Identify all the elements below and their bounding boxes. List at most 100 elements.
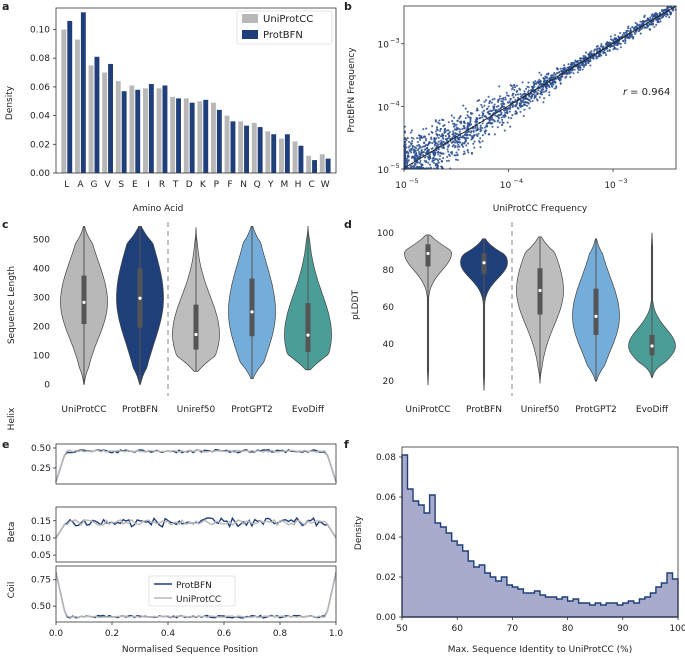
violin-xtick-label: Uniref50 bbox=[177, 405, 216, 415]
scatter-point bbox=[570, 71, 573, 74]
scatter-point bbox=[547, 84, 550, 87]
scatter-point bbox=[631, 25, 634, 28]
scatter-point bbox=[528, 107, 531, 110]
scatter-point bbox=[458, 138, 461, 141]
scatter-point bbox=[504, 98, 507, 101]
scatter-point bbox=[447, 150, 450, 153]
scatter-point bbox=[473, 146, 476, 149]
violin-xtick-label: ProtBFN bbox=[466, 405, 502, 415]
scatter-point bbox=[466, 137, 469, 140]
scatter-point bbox=[420, 165, 423, 168]
violin-iqr-box bbox=[593, 288, 599, 335]
scatter-point bbox=[500, 102, 503, 106]
scatter-point bbox=[418, 151, 421, 154]
bar-protbfn bbox=[257, 127, 263, 173]
scatter-point bbox=[551, 85, 554, 88]
scatter-point bbox=[421, 136, 424, 139]
violin-xtick-label: EvoDiff bbox=[636, 405, 669, 415]
panel-a-frame bbox=[55, 7, 337, 174]
e-line-uniprotcc bbox=[55, 518, 337, 539]
beta-ylabel: Beta bbox=[7, 522, 17, 543]
b-ytick-exponent: −4 bbox=[390, 99, 400, 107]
scatter-point bbox=[498, 121, 501, 124]
scatter-point bbox=[509, 97, 512, 100]
scatter-point bbox=[527, 81, 530, 84]
a-ytick-label: 0.10 bbox=[30, 26, 50, 36]
scatter-point bbox=[616, 43, 619, 46]
scatter-point bbox=[432, 161, 435, 164]
scatter-point bbox=[418, 161, 421, 164]
scatter-point bbox=[625, 31, 628, 34]
scatter-point bbox=[538, 78, 541, 81]
scatter-point bbox=[435, 128, 438, 131]
scatter-point bbox=[589, 58, 592, 61]
scatter-point bbox=[606, 40, 609, 44]
a-xtick-label: G bbox=[91, 180, 98, 190]
scatter-point bbox=[446, 155, 449, 158]
scatter-point bbox=[622, 31, 625, 35]
a-xtick-label: T bbox=[172, 180, 179, 190]
bar-protbfn bbox=[121, 91, 127, 173]
scatter-point bbox=[422, 136, 425, 139]
scatter-point bbox=[446, 132, 449, 135]
scatter-point bbox=[416, 141, 419, 144]
violin-xtick-label: EvoDiff bbox=[292, 405, 325, 415]
scatter-point bbox=[669, 11, 673, 14]
scatter-point bbox=[627, 29, 630, 32]
c-violins-ytick-label: 300 bbox=[33, 293, 50, 303]
scatter-point bbox=[454, 138, 457, 141]
bar-uniprotcc bbox=[129, 85, 135, 173]
f-xtick-label: 60 bbox=[451, 624, 463, 634]
scatter-point bbox=[476, 107, 479, 110]
scatter-point bbox=[416, 156, 420, 160]
scatter-point bbox=[485, 108, 489, 111]
b-xtick-exponent: −5 bbox=[409, 177, 419, 185]
scatter-point bbox=[542, 90, 545, 94]
scatter-point bbox=[521, 81, 524, 84]
scatter-point bbox=[497, 114, 500, 117]
scatter-point bbox=[481, 140, 484, 143]
scatter-point bbox=[423, 159, 426, 162]
scatter-point bbox=[507, 116, 510, 119]
scatter-point bbox=[596, 44, 599, 48]
a-xtick-label: E bbox=[132, 180, 138, 190]
legend-swatch-protbfn bbox=[242, 30, 258, 39]
panel-f-label: f bbox=[344, 438, 349, 451]
scatter-point bbox=[474, 118, 477, 121]
f-xtick-label: 70 bbox=[507, 624, 519, 634]
a-ytick-label: 0.04 bbox=[30, 112, 50, 122]
scatter-point bbox=[430, 136, 433, 139]
scatter-point bbox=[659, 20, 662, 23]
scatter-point bbox=[554, 77, 558, 80]
d-violins-ytick-label: 60 bbox=[383, 303, 395, 313]
panel-b: b 10 −510 −510 −410 −410 −310 −3 UniProtCC Fre… bbox=[344, 0, 677, 214]
scatter-point bbox=[453, 154, 456, 157]
scatter-point bbox=[464, 117, 467, 120]
scatter-point bbox=[452, 144, 455, 147]
scatter-point bbox=[616, 48, 619, 51]
scatter-point bbox=[416, 137, 419, 140]
scatter-point bbox=[452, 130, 455, 133]
scatter-point bbox=[454, 132, 458, 135]
scatter-point bbox=[513, 88, 516, 91]
scatter-point bbox=[542, 101, 545, 104]
scatter-point bbox=[523, 104, 527, 107]
scatter-point bbox=[410, 142, 413, 145]
scatter-point bbox=[482, 109, 486, 112]
scatter-point bbox=[483, 100, 486, 103]
scatter-point bbox=[632, 27, 635, 30]
bar-protbfn bbox=[148, 84, 154, 173]
scatter-point bbox=[494, 114, 497, 117]
scatter-point bbox=[408, 140, 411, 143]
scatter-point bbox=[606, 49, 609, 52]
e-subplot-frame bbox=[55, 506, 337, 563]
scatter-point bbox=[639, 32, 642, 35]
scatter-point bbox=[552, 73, 555, 77]
scatter-point bbox=[461, 141, 464, 145]
scatter-point bbox=[425, 160, 428, 163]
scatter-point bbox=[656, 13, 659, 16]
f-ytick-label: 0.04 bbox=[376, 533, 396, 543]
scatter-point bbox=[457, 127, 460, 130]
c-violins-ytick-label: 200 bbox=[33, 322, 50, 332]
scatter-point bbox=[437, 143, 440, 146]
